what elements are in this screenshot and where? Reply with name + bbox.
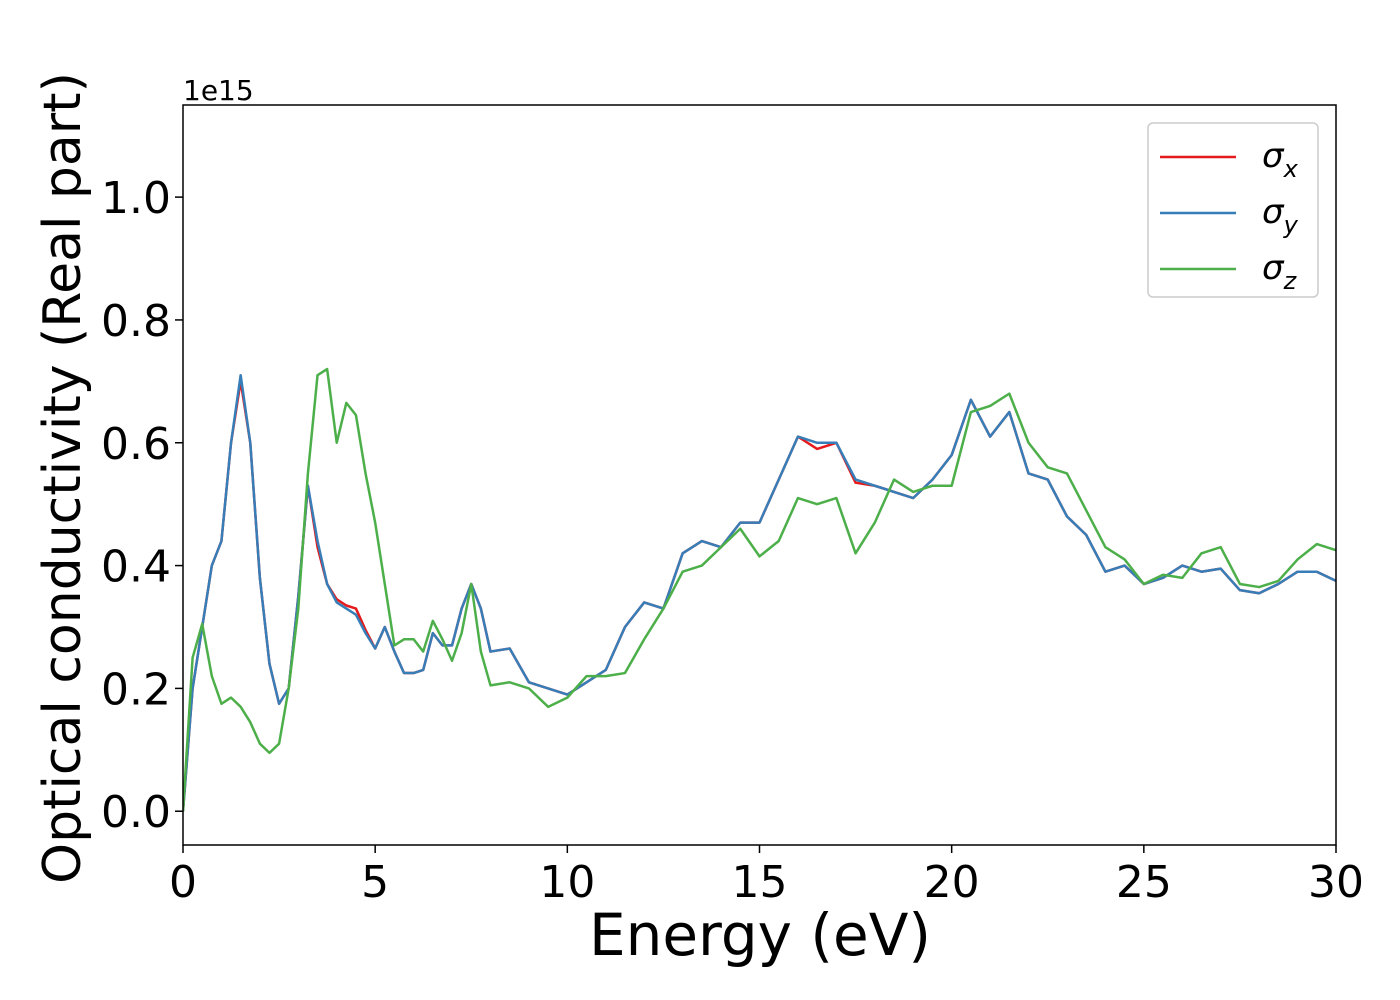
- series-line: [183, 367, 1336, 812]
- x-tick-label: 25: [1116, 857, 1172, 908]
- y-axis-label: Optical conductivity (Real part): [33, 72, 93, 884]
- x-axis-label: Energy (eV): [589, 901, 931, 969]
- legend-label: σz: [1262, 248, 1298, 295]
- legend-label: σy: [1262, 192, 1299, 239]
- x-tick-label: 0: [169, 857, 197, 908]
- y-tick-label: 0.4: [101, 542, 171, 593]
- y-tick-label: 0.2: [101, 664, 171, 715]
- x-tick-label: 30: [1308, 857, 1364, 908]
- plot-frame: [182, 104, 1337, 846]
- x-tick-label: 10: [539, 857, 595, 908]
- y-tick-label: 0.6: [101, 419, 171, 470]
- offset-label: 1e15: [183, 74, 254, 107]
- y-tick-label: 1.0: [101, 173, 171, 224]
- legend-box: [1147, 122, 1319, 298]
- x-tick-label: 20: [924, 857, 980, 908]
- series-line: [183, 380, 1336, 812]
- legend-label: σx: [1262, 136, 1299, 183]
- y-tick-label: 0.0: [101, 787, 171, 838]
- series-line: [183, 373, 1336, 812]
- x-tick-label: 5: [361, 857, 389, 908]
- y-tick-label: 0.8: [101, 296, 171, 347]
- x-tick-label: 15: [732, 857, 788, 908]
